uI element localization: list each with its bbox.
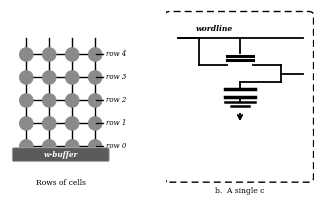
Text: b.  A single c: b. A single c — [215, 187, 265, 195]
Circle shape — [88, 140, 102, 153]
Circle shape — [20, 48, 33, 61]
Circle shape — [65, 140, 79, 153]
Text: Rows of cells: Rows of cells — [36, 179, 86, 187]
Circle shape — [42, 48, 56, 61]
Circle shape — [42, 94, 56, 107]
Circle shape — [88, 71, 102, 84]
Circle shape — [42, 140, 56, 153]
Circle shape — [42, 71, 56, 84]
Circle shape — [88, 94, 102, 107]
Text: row 1: row 1 — [106, 119, 126, 127]
Circle shape — [20, 71, 33, 84]
Text: row 2: row 2 — [106, 97, 126, 104]
Circle shape — [42, 116, 56, 130]
Text: wordline: wordline — [196, 25, 233, 33]
Circle shape — [20, 116, 33, 130]
Text: row 3: row 3 — [106, 73, 126, 82]
Text: row 4: row 4 — [106, 51, 126, 58]
Circle shape — [20, 94, 33, 107]
Circle shape — [88, 48, 102, 61]
Circle shape — [65, 48, 79, 61]
Circle shape — [65, 71, 79, 84]
Text: row 0: row 0 — [106, 142, 126, 150]
Circle shape — [88, 116, 102, 130]
FancyBboxPatch shape — [12, 148, 109, 162]
Circle shape — [65, 116, 79, 130]
Circle shape — [65, 94, 79, 107]
Circle shape — [20, 140, 33, 153]
Text: w-buffer: w-buffer — [44, 151, 78, 159]
